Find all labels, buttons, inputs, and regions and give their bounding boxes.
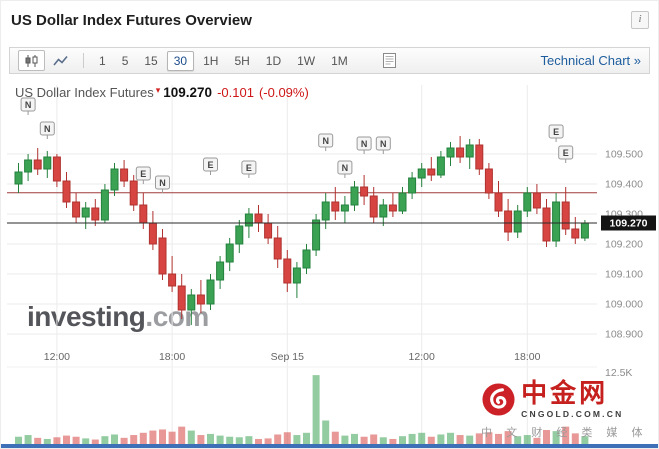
event-marker-e[interactable] (548, 124, 564, 139)
event-markers[interactable]: N N E N E E N N N N E E (20, 97, 574, 193)
event-marker-n[interactable] (318, 133, 334, 148)
last-price: 109.270 (163, 85, 213, 100)
svg-text:108.900: 108.900 (605, 329, 643, 341)
event-marker-n[interactable] (20, 97, 36, 112)
svg-text:E: E (140, 169, 146, 179)
svg-text:E: E (207, 160, 213, 170)
cngold-logo: 中金网 CNGOLD.COM.CN 中 文 财 经 类 媒 体 (481, 380, 648, 440)
investing-watermark: investing.com (27, 301, 209, 333)
event-marker-n[interactable] (375, 136, 391, 151)
price-tag: 109.270 (601, 215, 656, 231)
chart-region: investing.com 109.500 109.400 109.300 109.2… (1, 79, 659, 447)
svg-text:18:00: 18:00 (514, 351, 540, 363)
svg-text:Sep 15: Sep 15 (271, 351, 304, 363)
watermark-brand: investing (27, 301, 146, 332)
svg-text:109.200: 109.200 (605, 239, 643, 251)
timeframe-button-15[interactable]: 15 (144, 53, 158, 68)
info-icon[interactable]: i (631, 11, 649, 29)
svg-text:18:00: 18:00 (159, 351, 185, 363)
axis-labels: 109.500109.400109.300109.200109.100109.0… (44, 149, 643, 380)
svg-text:E: E (563, 148, 569, 158)
svg-text:109.000: 109.000 (605, 299, 643, 311)
toolbar-separator (83, 53, 84, 68)
news-events-button[interactable] (376, 50, 403, 71)
quote-line: US Dollar Index Futures ▾ 109.270 -0.101 (-0… (15, 85, 309, 100)
bottom-blue-bar (1, 444, 658, 448)
svg-text:E: E (553, 127, 559, 137)
svg-text:E: E (246, 163, 252, 173)
watermark-suffix: .com (145, 301, 209, 332)
svg-text:N: N (25, 100, 32, 110)
timeframe-button-5[interactable]: 5 (121, 53, 129, 68)
svg-text:109.100: 109.100 (605, 269, 643, 281)
svg-text:N: N (322, 136, 329, 146)
candles-layer (14, 136, 589, 325)
svg-text:109.400: 109.400 (605, 179, 643, 191)
cngold-text-block: 中金网 CNGOLD.COM.CN (521, 380, 623, 419)
timeframe-button-5h[interactable]: 5H (234, 53, 250, 68)
svg-text:N: N (380, 139, 387, 149)
price-change: -0.101 (217, 85, 254, 100)
svg-text:12:00: 12:00 (44, 351, 70, 363)
instrument-name: US Dollar Index Futures (15, 85, 154, 100)
candlestick-icon (25, 54, 38, 67)
svg-text:N: N (159, 178, 166, 188)
widget-header: US Dollar Index Futures Overview i (1, 1, 658, 41)
price-direction-icon: ▾ (155, 85, 161, 95)
svg-text:N: N (342, 163, 349, 173)
timeframe-button-1m[interactable]: 1M (331, 53, 348, 68)
page-title: US Dollar Index Futures Overview (11, 12, 252, 29)
event-marker-n[interactable] (356, 136, 372, 151)
volume-bars (15, 375, 589, 444)
timeframe-button-1w[interactable]: 1W (297, 53, 316, 68)
event-marker-n[interactable] (155, 175, 170, 190)
technical-chart-link[interactable]: Technical Chart » (540, 53, 641, 68)
svg-text:12:00: 12:00 (409, 351, 435, 363)
document-icon (382, 53, 396, 68)
svg-text:N: N (361, 139, 368, 149)
event-marker-e[interactable] (135, 166, 151, 181)
cngold-logo-icon (482, 383, 515, 416)
event-marker-n[interactable] (337, 160, 353, 175)
timeframe-button-1d[interactable]: 1D (265, 53, 282, 68)
cngold-name: 中金网 (521, 378, 609, 408)
event-marker-e[interactable] (241, 160, 257, 175)
cngold-logo-row: 中金网 CNGOLD.COM.CN (481, 380, 648, 419)
event-marker-e[interactable] (203, 157, 218, 172)
price-change-percent: (-0.09%) (258, 85, 309, 100)
timeframe-button-1[interactable]: 1 (99, 53, 106, 68)
timeframe-button-1h[interactable]: 1H (203, 53, 219, 68)
candlestick-chart[interactable]: 109.500109.400109.300109.200109.100109.0… (5, 79, 659, 447)
svg-text:12.5K: 12.5K (605, 367, 632, 379)
line-chart-icon (53, 55, 68, 66)
svg-text:109.270: 109.270 (610, 218, 648, 230)
chart-toolbar: 1 5 15 30 1H 5H 1D 1W 1M Technical Chart » (9, 47, 650, 74)
cngold-tagline: 中 文 财 经 类 媒 体 (481, 427, 648, 439)
candlestick-chart-button[interactable] (18, 50, 45, 71)
event-marker-e[interactable] (558, 145, 574, 160)
svg-text:N: N (44, 124, 51, 134)
cngold-domain: CNGOLD.COM.CN (521, 409, 624, 419)
line-chart-button[interactable] (47, 50, 74, 71)
timeframe-button-30[interactable]: 30 (166, 50, 195, 71)
svg-text:109.500: 109.500 (605, 149, 643, 161)
timeframe-buttons: 1 5 15 30 1H 5H 1D 1W 1M (91, 50, 356, 71)
event-marker-n[interactable] (39, 121, 55, 136)
